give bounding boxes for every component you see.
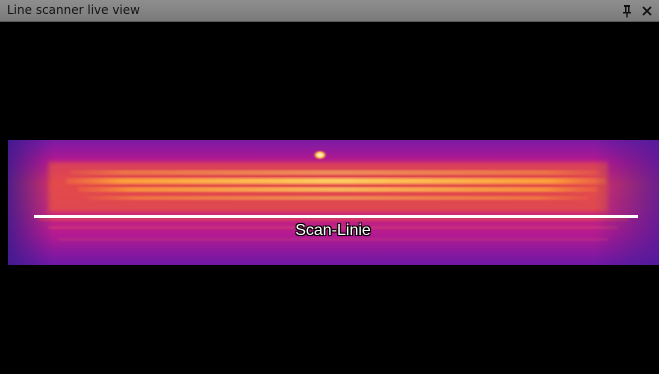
live-view[interactable]: Scan-Linie bbox=[8, 22, 659, 374]
close-icon bbox=[642, 6, 652, 16]
title-bar[interactable]: Line scanner live view bbox=[0, 0, 659, 22]
pin-icon bbox=[623, 5, 631, 18]
scan-line-label: Scan-Linie bbox=[295, 222, 371, 239]
close-button[interactable] bbox=[640, 3, 654, 19]
thermal-image bbox=[8, 140, 659, 265]
pin-button[interactable] bbox=[620, 3, 634, 19]
scan-line[interactable] bbox=[34, 215, 638, 218]
window-title: Line scanner live view bbox=[7, 3, 140, 17]
